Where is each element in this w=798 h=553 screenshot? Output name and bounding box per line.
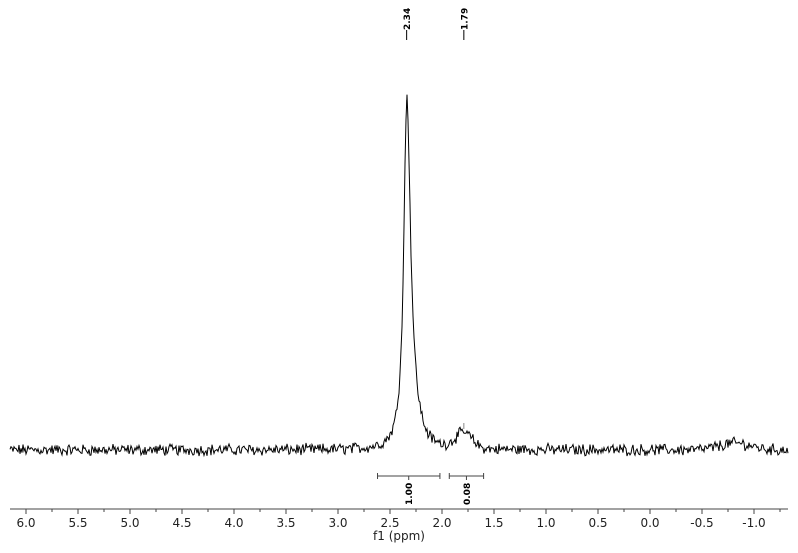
- x-axis-label: f1 (ppm): [373, 529, 425, 543]
- x-tick-label: 2.5: [380, 516, 399, 530]
- x-tick-label: 1.5: [484, 516, 503, 530]
- x-tick-label: -1.0: [742, 516, 765, 530]
- x-tick-label: 0.5: [588, 516, 607, 530]
- x-tick-label: 4.5: [172, 516, 191, 530]
- x-tick-label: 1.0: [536, 516, 555, 530]
- x-tick-label: -0.5: [690, 516, 713, 530]
- x-tick-label: 5.5: [68, 516, 87, 530]
- x-tick-label: 3.0: [328, 516, 347, 530]
- peak-label: 2.34: [403, 8, 413, 30]
- x-tick-label: 0.0: [640, 516, 659, 530]
- spectrum-line: [9, 94, 789, 458]
- peak-label: 1.79: [460, 8, 470, 30]
- x-tick-label: 5.0: [120, 516, 139, 530]
- x-tick-label: 6.0: [16, 516, 35, 530]
- integral-value: 0.08: [463, 483, 473, 505]
- x-tick-label: 3.5: [276, 516, 295, 530]
- integral-value: 1.00: [405, 483, 415, 505]
- x-tick-label: 2.0: [432, 516, 451, 530]
- x-tick-label: 4.0: [224, 516, 243, 530]
